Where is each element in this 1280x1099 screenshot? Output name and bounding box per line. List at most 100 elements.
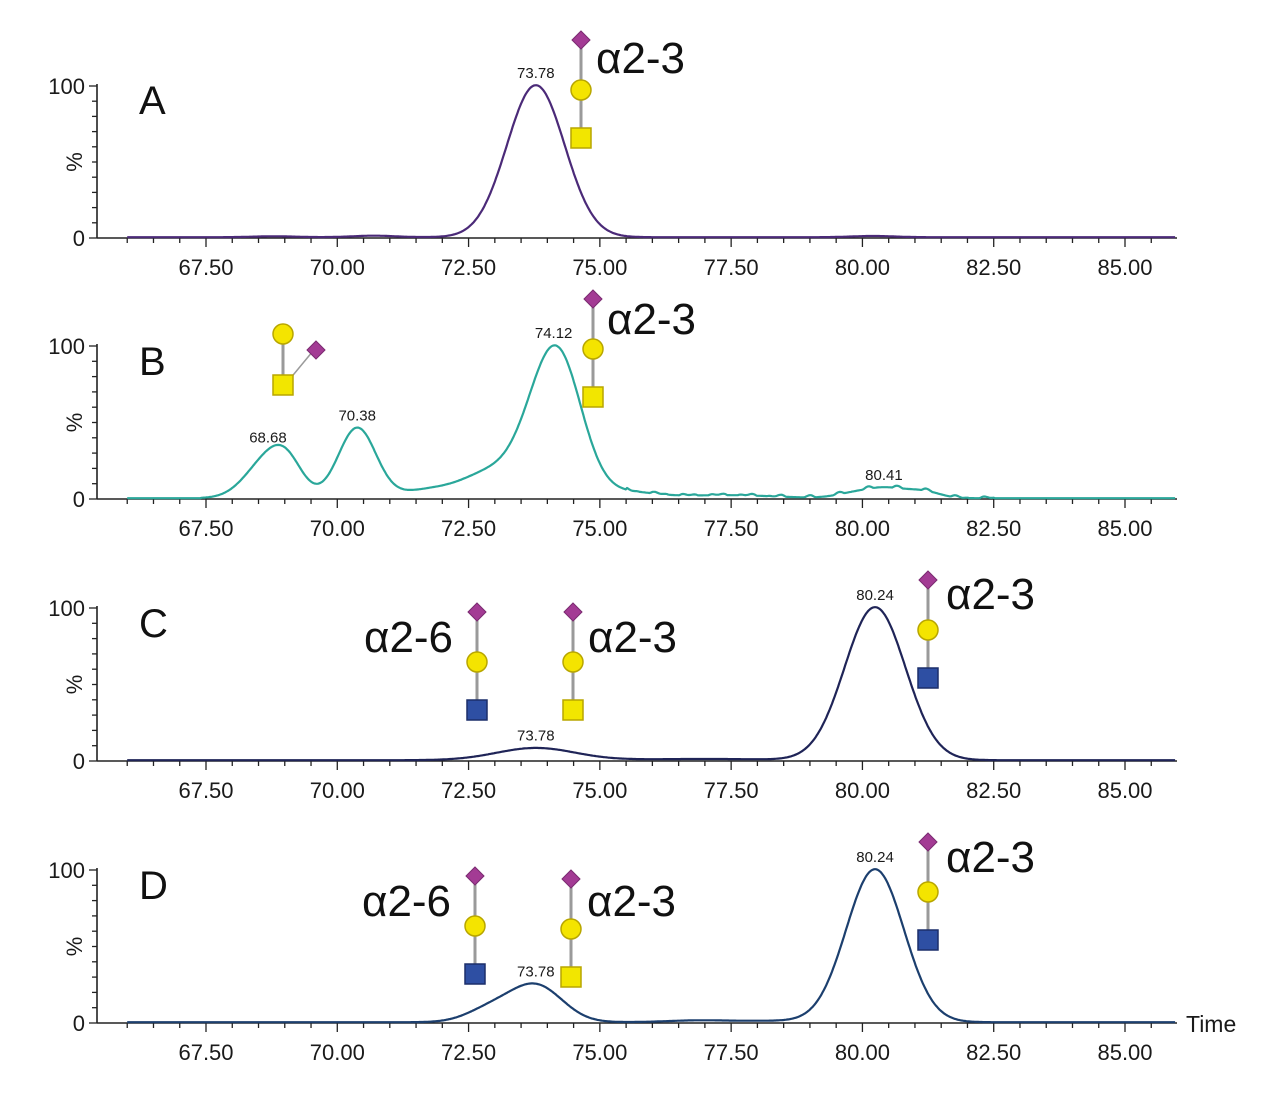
peak-label: 74.12 xyxy=(535,325,573,342)
x-tick-label: 70.00 xyxy=(310,1040,365,1065)
x-tick-label: 80.00 xyxy=(835,778,890,803)
trace-line xyxy=(127,868,1176,1024)
panel-d-2-core-square xyxy=(560,966,582,988)
x-tick-label: 72.50 xyxy=(441,516,496,541)
panel-b-2-glycan xyxy=(582,289,604,408)
panel-c-1-galactose-circle xyxy=(466,651,488,673)
trace-line xyxy=(127,84,1176,239)
x-tick-label: 75.00 xyxy=(572,516,627,541)
panel-d-3-core-square xyxy=(917,929,939,951)
y-axis-label: % xyxy=(62,675,87,695)
x-tick-label: 67.50 xyxy=(178,516,233,541)
x-tick-label: 77.50 xyxy=(704,255,759,280)
peak-label: 80.24 xyxy=(856,849,894,866)
x-tick-label: 77.50 xyxy=(704,1040,759,1065)
x-tick-label: 72.50 xyxy=(441,255,496,280)
y-axis-label: % xyxy=(62,937,87,957)
x-tick-label: 67.50 xyxy=(178,1040,233,1065)
panel-c-1-glycan xyxy=(466,602,488,721)
peak-label: 73.78 xyxy=(517,963,555,980)
panel-b-1-galactose-circle xyxy=(272,323,294,345)
linkage-label: α2-6 xyxy=(362,877,451,926)
x-tick-label: 80.00 xyxy=(835,1040,890,1065)
x-tick-label: 70.00 xyxy=(310,778,365,803)
peak-label: 73.78 xyxy=(517,65,555,82)
panel-b-1-core-square xyxy=(272,374,294,396)
x-tick-label: 72.50 xyxy=(441,778,496,803)
panel-c-3-galactose-circle xyxy=(917,619,939,641)
panel-label: D xyxy=(139,864,168,908)
peak-label: 73.78 xyxy=(517,728,555,745)
panel-c-1-sialic-acid-diamond xyxy=(467,602,487,622)
linkage-label: α2-3 xyxy=(588,613,677,662)
panel-b-2-core-square xyxy=(582,386,604,408)
x-tick-label: 85.00 xyxy=(1097,778,1152,803)
panel-c-2-sialic-acid-diamond xyxy=(563,602,583,622)
x-tick-label: 72.50 xyxy=(441,1040,496,1065)
linkage-label: α2-3 xyxy=(946,833,1035,882)
y-tick-label-100: 100 xyxy=(48,334,85,359)
panel-d: 0 100% 67.50 70.00 72.50 75.00 77.50 80.00 82.50… xyxy=(48,832,1236,1065)
panel-c-2-glycan xyxy=(562,602,584,721)
x-tick-label: 75.00 xyxy=(572,255,627,280)
x-tick-label: 70.00 xyxy=(310,516,365,541)
x-tick-label: 80.00 xyxy=(835,516,890,541)
panel-c-3-glycan xyxy=(917,570,939,689)
panel-c-3-sialic-acid-diamond xyxy=(918,570,938,590)
peak-label: 68.68 xyxy=(249,429,287,446)
y-tick-label-100: 100 xyxy=(48,858,85,883)
panel-d-1-sialic-acid-diamond xyxy=(465,866,485,886)
panel-a-1-galactose-circle xyxy=(570,79,592,101)
y-tick-label-0: 0 xyxy=(73,1011,85,1036)
panel-d-2-glycan xyxy=(560,869,582,988)
panel-c-2-galactose-circle xyxy=(562,651,584,673)
x-tick-label: 82.50 xyxy=(966,516,1021,541)
x-axis-label: Time xyxy=(1186,1011,1236,1037)
panel-label: B xyxy=(139,340,166,384)
y-tick-label-100: 100 xyxy=(48,596,85,621)
panel-c: 0 100% 67.50 70.00 72.50 75.00 77.50 80.00 82.50… xyxy=(48,570,1177,803)
panel-a-1-glycan xyxy=(570,30,592,149)
panel-a-1-core-square xyxy=(570,127,592,149)
linkage-label: α2-3 xyxy=(607,295,696,344)
y-axis-label: % xyxy=(62,152,87,172)
x-tick-label: 70.00 xyxy=(310,255,365,280)
x-tick-label: 85.00 xyxy=(1097,516,1152,541)
x-tick-label: 77.50 xyxy=(704,516,759,541)
peak-label: 70.38 xyxy=(338,407,376,424)
panel-d-1-core-square xyxy=(464,963,486,985)
x-tick-label: 82.50 xyxy=(966,1040,1021,1065)
x-tick-label: 67.50 xyxy=(178,255,233,280)
panel-a-1-sialic-acid-diamond xyxy=(571,30,591,50)
y-tick-label-100: 100 xyxy=(48,74,85,99)
linkage-label: α2-3 xyxy=(587,877,676,926)
trace-line xyxy=(127,344,1176,500)
panel-c-2-core-square xyxy=(562,699,584,721)
panel-c-3-core-square xyxy=(917,667,939,689)
x-tick-label: 75.00 xyxy=(572,1040,627,1065)
panel-b-2-galactose-circle xyxy=(582,338,604,360)
x-tick-label: 82.50 xyxy=(966,778,1021,803)
panel-d-2-sialic-acid-diamond xyxy=(561,869,581,889)
x-tick-label: 85.00 xyxy=(1097,1040,1152,1065)
x-tick-label: 82.50 xyxy=(966,255,1021,280)
y-tick-label-0: 0 xyxy=(73,749,85,774)
panel-label: A xyxy=(139,79,166,123)
y-tick-label-0: 0 xyxy=(73,226,85,251)
panel-b: 0 100% 67.50 70.00 72.50 75.00 77.50 80.00 82.50… xyxy=(48,289,1177,541)
y-axis-label: % xyxy=(62,413,87,433)
panel-d-1-galactose-circle xyxy=(464,915,486,937)
trace-line xyxy=(127,606,1176,762)
x-tick-label: 85.00 xyxy=(1097,255,1152,280)
peak-label: 80.24 xyxy=(856,587,894,604)
linkage-label: α2-3 xyxy=(596,34,685,83)
panel-d-3-galactose-circle xyxy=(917,881,939,903)
panel-a: 0 100% 67.50 70.00 72.50 75.00 77.50 80.00 82.50… xyxy=(48,30,1177,280)
linkage-label: α2-6 xyxy=(364,613,453,662)
panel-b-1-glycan xyxy=(272,323,326,396)
y-tick-label-0: 0 xyxy=(73,487,85,512)
x-tick-label: 75.00 xyxy=(572,778,627,803)
panel-b-2-sialic-acid-diamond xyxy=(583,289,603,309)
panel-label: C xyxy=(139,602,168,646)
